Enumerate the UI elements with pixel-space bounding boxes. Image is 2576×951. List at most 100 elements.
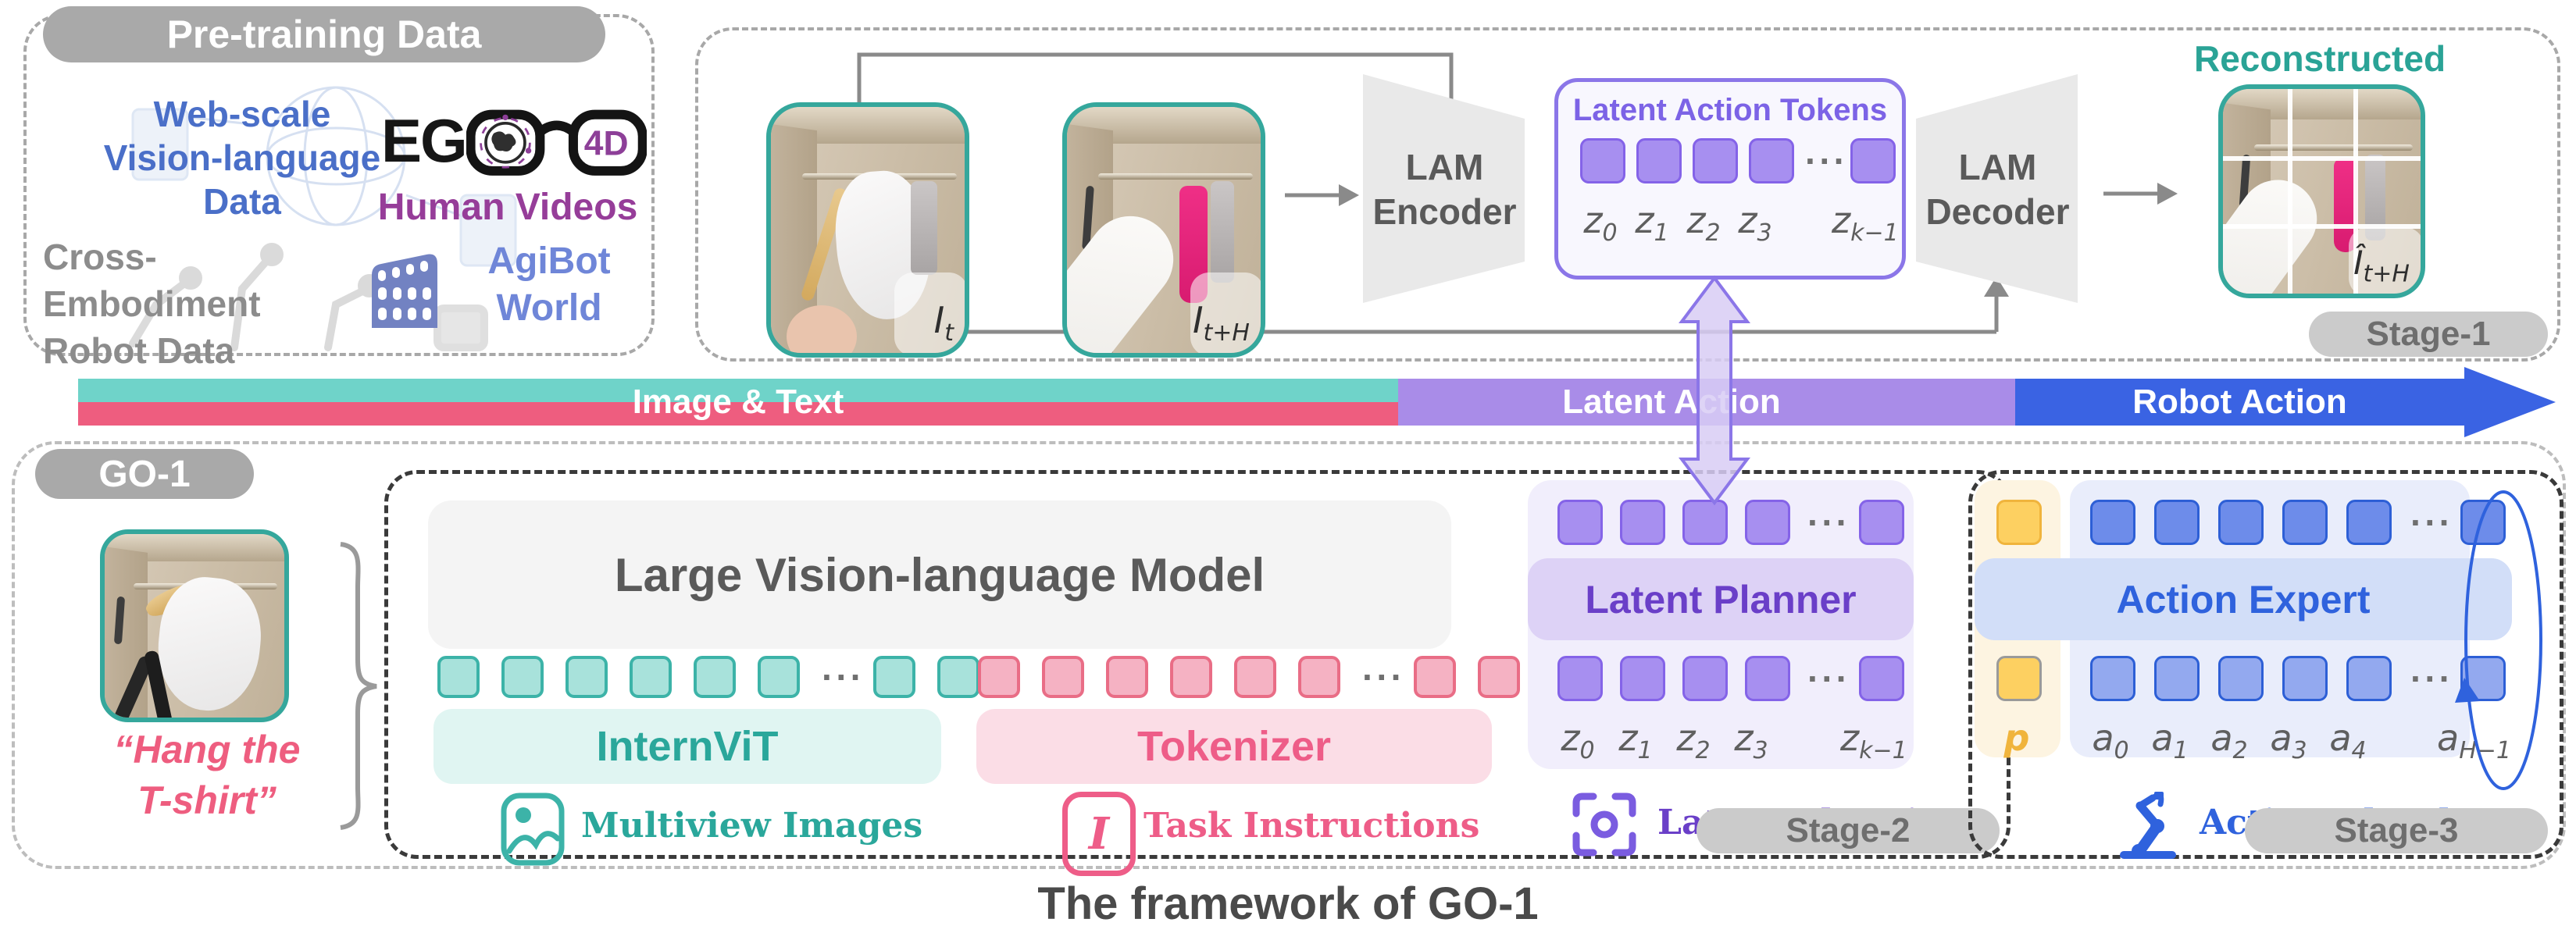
ellipsis: ··· xyxy=(1805,141,1848,181)
bar-text-half xyxy=(78,402,1398,426)
reconstructed-photo: Ît+H xyxy=(2218,84,2425,298)
z3-label: z3 xyxy=(1734,717,1768,765)
stage3-box xyxy=(1968,470,2564,859)
latent-token xyxy=(1580,138,1625,183)
text-token xyxy=(1234,656,1276,698)
action-token xyxy=(2282,500,2328,545)
text-token xyxy=(1298,656,1340,698)
ellipsis: ··· xyxy=(2410,658,2453,699)
wardrobe-rail xyxy=(2254,144,2413,151)
ellipsis: ··· xyxy=(1362,657,1405,697)
reconstructed-label: Reconstructed xyxy=(2193,38,2446,79)
stage1-box xyxy=(695,27,2560,362)
latent-token xyxy=(1620,656,1665,701)
action-input-token-row: ··· xyxy=(2090,500,2506,545)
frame-t-photo: It xyxy=(766,102,969,358)
planner-token-labels: z0 z1 z2 z3 zk−1 xyxy=(1557,717,1907,765)
ellipsis: ··· xyxy=(2410,502,2453,543)
frame-label-chip xyxy=(1190,272,1261,353)
robot-action-arrowhead xyxy=(2464,367,2556,437)
instruction-text: “Hang the T-shirt” xyxy=(113,728,301,822)
frame-th-photo: It+H xyxy=(1062,102,1265,358)
bar-image-text-label: Image & Text xyxy=(632,383,844,421)
lam-decoder-label: LAM Decoder xyxy=(1925,146,2070,233)
latent-action-tokens-box: Latent Action Tokens ··· z0 z1 z2 z3 zk−… xyxy=(1554,78,1906,280)
latent-token xyxy=(1557,500,1603,545)
latent-token xyxy=(1557,656,1603,701)
a1-label: a1 xyxy=(2151,717,2189,765)
z2-label: z2 xyxy=(1686,199,1721,248)
ego4d-eg-text: EG xyxy=(381,105,468,175)
vision-token xyxy=(437,656,480,698)
action-token xyxy=(2460,656,2506,701)
go1-box xyxy=(12,441,2566,869)
latent-token xyxy=(1745,500,1790,545)
bar-image-half xyxy=(78,379,1398,402)
stage3-badge: Stage-3 xyxy=(2245,808,2548,853)
a2-label: a2 xyxy=(2210,717,2248,765)
recon-frame-label: Ît+H xyxy=(2353,243,2410,287)
ellipsis: ··· xyxy=(822,657,865,697)
bar-image-text: Image & Text xyxy=(78,379,1398,426)
a3-label: a3 xyxy=(2270,717,2307,765)
z0-label: z0 xyxy=(1583,199,1618,248)
gray-garment xyxy=(910,180,937,275)
latent-token xyxy=(1682,500,1728,545)
zk1-label: zk−1 xyxy=(1832,199,1899,248)
vision-token xyxy=(566,656,608,698)
action-token xyxy=(2218,656,2264,701)
grid-line xyxy=(2288,89,2293,294)
ego4d-glasses-icon: 4D xyxy=(466,109,647,176)
action-token xyxy=(2154,656,2200,701)
lvlm-box: Large Vision-language Model xyxy=(428,500,1451,649)
agibot-world-label: AgiBot World xyxy=(487,240,611,329)
wardrobe-rail xyxy=(1097,173,1254,180)
text-token xyxy=(1170,656,1212,698)
latent-token xyxy=(1850,138,1896,183)
latent-token xyxy=(1749,138,1794,183)
a4-label: a4 xyxy=(2329,717,2367,765)
hand xyxy=(786,305,857,353)
lvlm-title: Large Vision-language Model xyxy=(614,548,1265,601)
text-token xyxy=(1106,656,1148,698)
action-token xyxy=(2460,500,2506,545)
latent-planning-icon xyxy=(1572,792,1636,857)
pretraining-title-pill: Pre-training Data xyxy=(43,6,605,62)
web-scale-data-label: Web-scale Vision-language Data xyxy=(103,94,381,223)
latent-token xyxy=(1693,138,1738,183)
action-output-token-row: ··· xyxy=(2090,656,2506,701)
internvit-box: InternViT xyxy=(433,709,941,784)
zk1-label: zk−1 xyxy=(1840,717,1907,765)
action-token xyxy=(2090,656,2135,701)
frame-t-label: It xyxy=(933,298,954,347)
z0-label: z0 xyxy=(1561,717,1595,765)
aH1-label: aH−1 xyxy=(2437,717,2511,765)
latent-token xyxy=(1859,500,1904,545)
action-token xyxy=(2154,500,2200,545)
planner-input-token-row: ··· xyxy=(1557,500,1904,545)
latent-token-row: ··· xyxy=(1580,138,1896,183)
vision-token xyxy=(694,656,736,698)
frame-th-label: It+H xyxy=(1192,298,1250,347)
action-token xyxy=(2346,656,2392,701)
z3-label: z3 xyxy=(1738,199,1772,248)
ellipsis: ··· xyxy=(1807,502,1850,543)
grid-line xyxy=(2223,223,2421,229)
text-token xyxy=(1478,656,1520,698)
z2-label: z2 xyxy=(1676,717,1711,765)
vision-token xyxy=(758,656,800,698)
gray-garment xyxy=(1210,180,1234,283)
task-instructions-label: Task Instructions xyxy=(1144,806,1480,846)
action-token xyxy=(2218,500,2264,545)
vision-token-row: ··· xyxy=(437,656,979,698)
text-token xyxy=(978,656,1020,698)
figure-caption: The framework of GO-1 xyxy=(1037,878,1539,929)
proprio-token-out xyxy=(1996,656,2042,701)
latent-token xyxy=(1620,500,1665,545)
vision-token xyxy=(873,656,915,698)
action-chunk-robot-icon xyxy=(2120,792,2176,859)
text-token xyxy=(1414,656,1456,698)
bar-latent-action: Latent Action xyxy=(1398,379,2015,426)
text-token-row: ··· xyxy=(978,656,1520,698)
latent-action-tokens-title: Latent Action Tokens xyxy=(1572,93,1888,127)
